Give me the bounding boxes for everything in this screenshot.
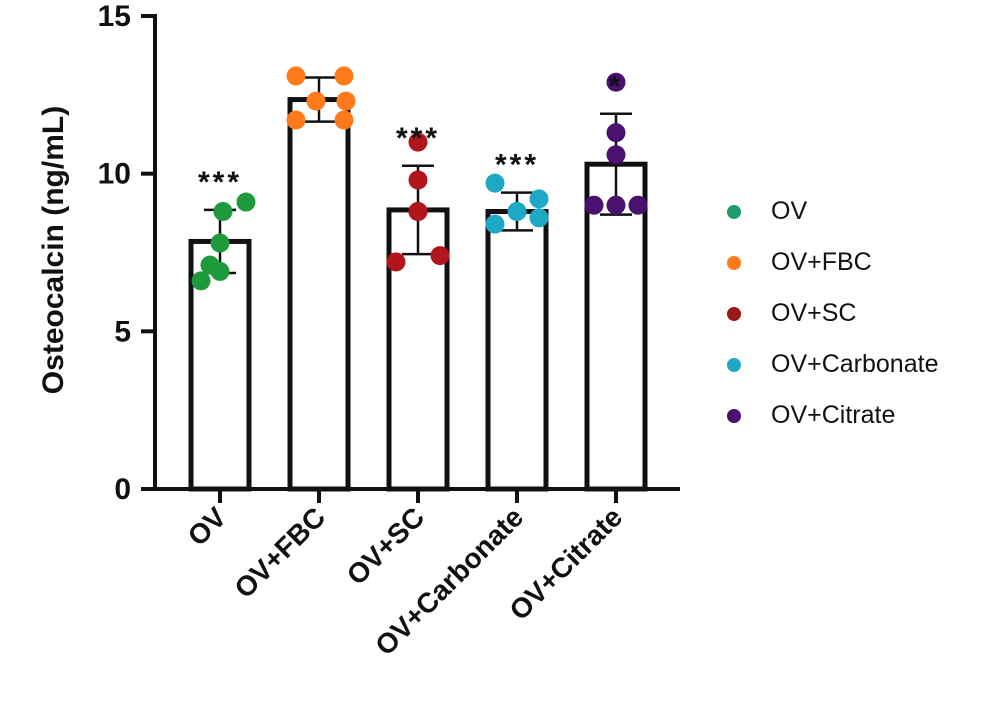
legend-label: OV+FBC (771, 248, 872, 276)
data-point (606, 72, 626, 92)
data-point (334, 66, 354, 86)
legend-marker (727, 255, 741, 270)
data-point (584, 195, 604, 215)
x-tick-label: OV+FBC (228, 501, 331, 604)
significance-label: *** (198, 166, 242, 199)
data-point (386, 252, 406, 272)
data-point (408, 170, 428, 190)
data-point (286, 66, 306, 86)
data-point (529, 189, 549, 209)
data-point (334, 110, 354, 130)
legend-item-ov: OV (718, 186, 998, 237)
legend-label: OV+Citrate (771, 401, 896, 429)
y-tick-label: 15 (98, 0, 131, 33)
legend-label: OV+Carbonate (771, 350, 939, 378)
bars-layer (188, 97, 648, 492)
significance-label: *** (495, 149, 539, 182)
data-point (236, 192, 256, 212)
data-point (191, 271, 211, 291)
data-point (408, 132, 428, 152)
data-point (286, 110, 306, 130)
data-point (336, 91, 356, 111)
legend-item-ov-fbc: OV+FBC (718, 237, 998, 288)
data-point (606, 145, 626, 165)
data-point (606, 195, 626, 215)
legend-label: OV+SC (771, 299, 857, 327)
y-tick-label: 5 (114, 315, 131, 348)
data-point (485, 214, 505, 234)
data-point (210, 233, 230, 253)
legend-item-ov-sc: OV+SC (718, 288, 998, 339)
data-point (628, 195, 648, 215)
significance-label: * (609, 70, 624, 103)
data-point (606, 123, 626, 143)
x-tick-label: OV (182, 501, 233, 552)
legend-item-ov-carbonate: OV+Carbonate (718, 339, 998, 390)
legend-marker (727, 204, 741, 219)
significance-label: *** (396, 122, 440, 155)
legend-item-ov-citrate: OV+Citrate (718, 390, 998, 441)
data-point (210, 261, 230, 281)
points-layer (191, 66, 648, 291)
legend-marker (727, 357, 741, 372)
data-point (430, 246, 450, 266)
y-tick-label: 10 (98, 158, 131, 191)
y-tick-label: 0 (114, 473, 131, 506)
legend: OV OV+FBC OV+SC OV+Carbonate OV+Citrate (718, 186, 998, 441)
legend-marker (727, 408, 741, 423)
bar (584, 161, 648, 492)
data-point (529, 208, 549, 228)
data-point (408, 202, 428, 222)
data-point (485, 173, 505, 193)
legend-label: OV (771, 197, 808, 225)
bar (485, 209, 549, 492)
data-point (306, 91, 326, 111)
x-tick-label: OV+SC (341, 501, 431, 591)
data-point (213, 202, 233, 222)
data-point (507, 202, 527, 222)
legend-marker (727, 306, 741, 321)
y-axis-title: Osteocalcin (ng/mL) (37, 106, 70, 394)
bar (287, 97, 351, 492)
